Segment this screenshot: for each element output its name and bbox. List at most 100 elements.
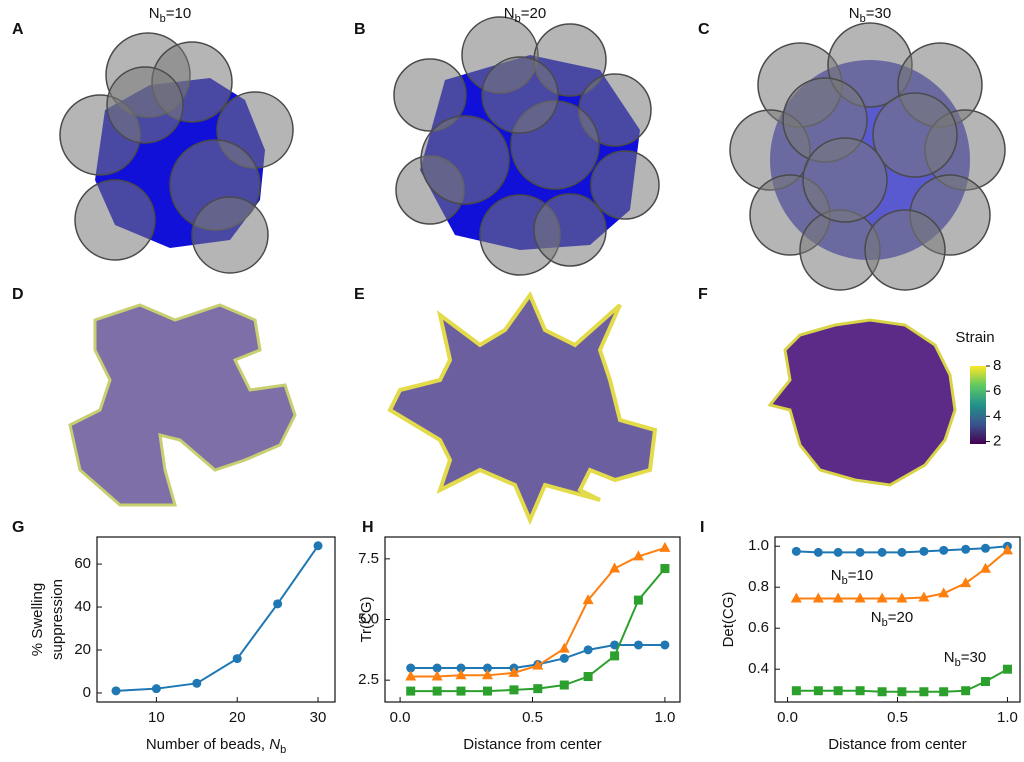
mesh-d: [68, 303, 297, 507]
marker: [509, 685, 519, 695]
annotation-part: b: [955, 657, 961, 669]
x-axis-label: Number of beads, Nb: [146, 736, 286, 756]
panel-label: A: [12, 21, 24, 38]
marker: [659, 541, 671, 552]
marker: [855, 547, 865, 557]
y-tick-label: 0.6: [748, 619, 769, 636]
marker: [632, 550, 644, 561]
marker: [980, 677, 990, 687]
x-tick-label: 0.5: [887, 709, 908, 726]
marker: [151, 684, 161, 694]
marker: [961, 544, 971, 554]
marker: [482, 686, 492, 696]
marker: [558, 642, 570, 653]
marker: [919, 546, 929, 556]
marker: [833, 547, 843, 557]
marker: [896, 592, 908, 603]
annotation-part: =10: [848, 567, 873, 584]
x-axis-label: Distance from center: [828, 736, 966, 753]
x-axis-label-part: Distance from center: [828, 736, 966, 753]
colorbar: [970, 366, 986, 444]
y-tick-label: 0.8: [748, 578, 769, 595]
annotation-part: =30: [961, 649, 986, 666]
panel-label: C: [698, 21, 710, 38]
colorbar-tick-label: 6: [993, 382, 1001, 399]
marker: [455, 669, 467, 680]
marker: [812, 592, 824, 603]
render-b: [393, 16, 660, 276]
marker: [791, 546, 801, 556]
render-c: [729, 22, 1006, 291]
x-tick-label: 1.0: [654, 709, 675, 726]
series-line: [410, 546, 666, 678]
panel-title-part: N: [149, 5, 160, 22]
marker: [979, 562, 991, 573]
panel-label: B: [354, 21, 366, 38]
marker: [855, 686, 865, 696]
colorbar-label: Strain: [955, 329, 994, 346]
marker: [633, 595, 643, 605]
marker: [610, 640, 620, 650]
x-tick-label: 0.0: [777, 709, 798, 726]
panel-title-part: b: [160, 13, 166, 25]
panel-title-part: N: [504, 5, 515, 22]
marker: [532, 659, 544, 670]
panel-title: Nb=30: [849, 5, 891, 25]
marker: [1001, 544, 1013, 555]
marker: [980, 543, 990, 553]
y-axis-label: % Swelling: [29, 583, 46, 656]
annotation-part: b: [842, 575, 848, 587]
marker: [456, 663, 466, 673]
marker: [609, 562, 621, 573]
marker: [481, 669, 493, 680]
marker: [406, 663, 416, 673]
x-tick-label: 10: [148, 709, 165, 726]
marker: [833, 686, 843, 696]
marker: [582, 594, 594, 605]
panel-title-part: =30: [866, 5, 891, 22]
marker: [919, 687, 929, 697]
x-tick-label: 0.5: [522, 709, 543, 726]
marker: [791, 686, 801, 696]
marker: [273, 599, 283, 609]
marker: [854, 592, 866, 603]
marker: [559, 653, 569, 663]
marker: [583, 645, 593, 655]
marker: [660, 640, 670, 650]
panel-label: H: [362, 519, 374, 536]
series-line: [796, 549, 1009, 600]
marker: [406, 686, 416, 696]
annotation-part: =20: [888, 609, 913, 626]
x-axis-label-part: b: [280, 744, 286, 756]
annotation-part: N: [944, 649, 955, 666]
x-tick-label: 0.0: [390, 709, 411, 726]
mesh-f: [767, 318, 957, 487]
panel-title-part: b: [515, 13, 521, 25]
marker: [456, 686, 466, 696]
marker: [939, 545, 949, 555]
y-tick-label: 5.0: [358, 610, 379, 627]
marker: [432, 686, 442, 696]
series-line: [115, 545, 319, 692]
marker: [482, 663, 492, 673]
y-tick-label: 0: [83, 684, 91, 701]
y-tick-label: 1.0: [748, 537, 769, 554]
annotation-part: N: [871, 609, 882, 626]
colorbar-tick-label: 4: [993, 407, 1001, 424]
annotation-part: N: [831, 567, 842, 584]
x-axis-label: Distance from center: [463, 736, 601, 753]
panel-title-part: b: [860, 13, 866, 25]
marker: [897, 547, 907, 557]
y-tick-label: 7.5: [358, 550, 379, 567]
annotation: Nb=10: [831, 567, 873, 587]
x-axis-label-part: Distance from center: [463, 736, 601, 753]
render-a: [59, 32, 294, 274]
marker: [876, 592, 888, 603]
marker: [813, 686, 823, 696]
marker: [610, 651, 620, 661]
marker: [533, 684, 543, 694]
panel-label: D: [12, 286, 24, 303]
marker: [939, 687, 949, 697]
marker: [790, 592, 802, 603]
